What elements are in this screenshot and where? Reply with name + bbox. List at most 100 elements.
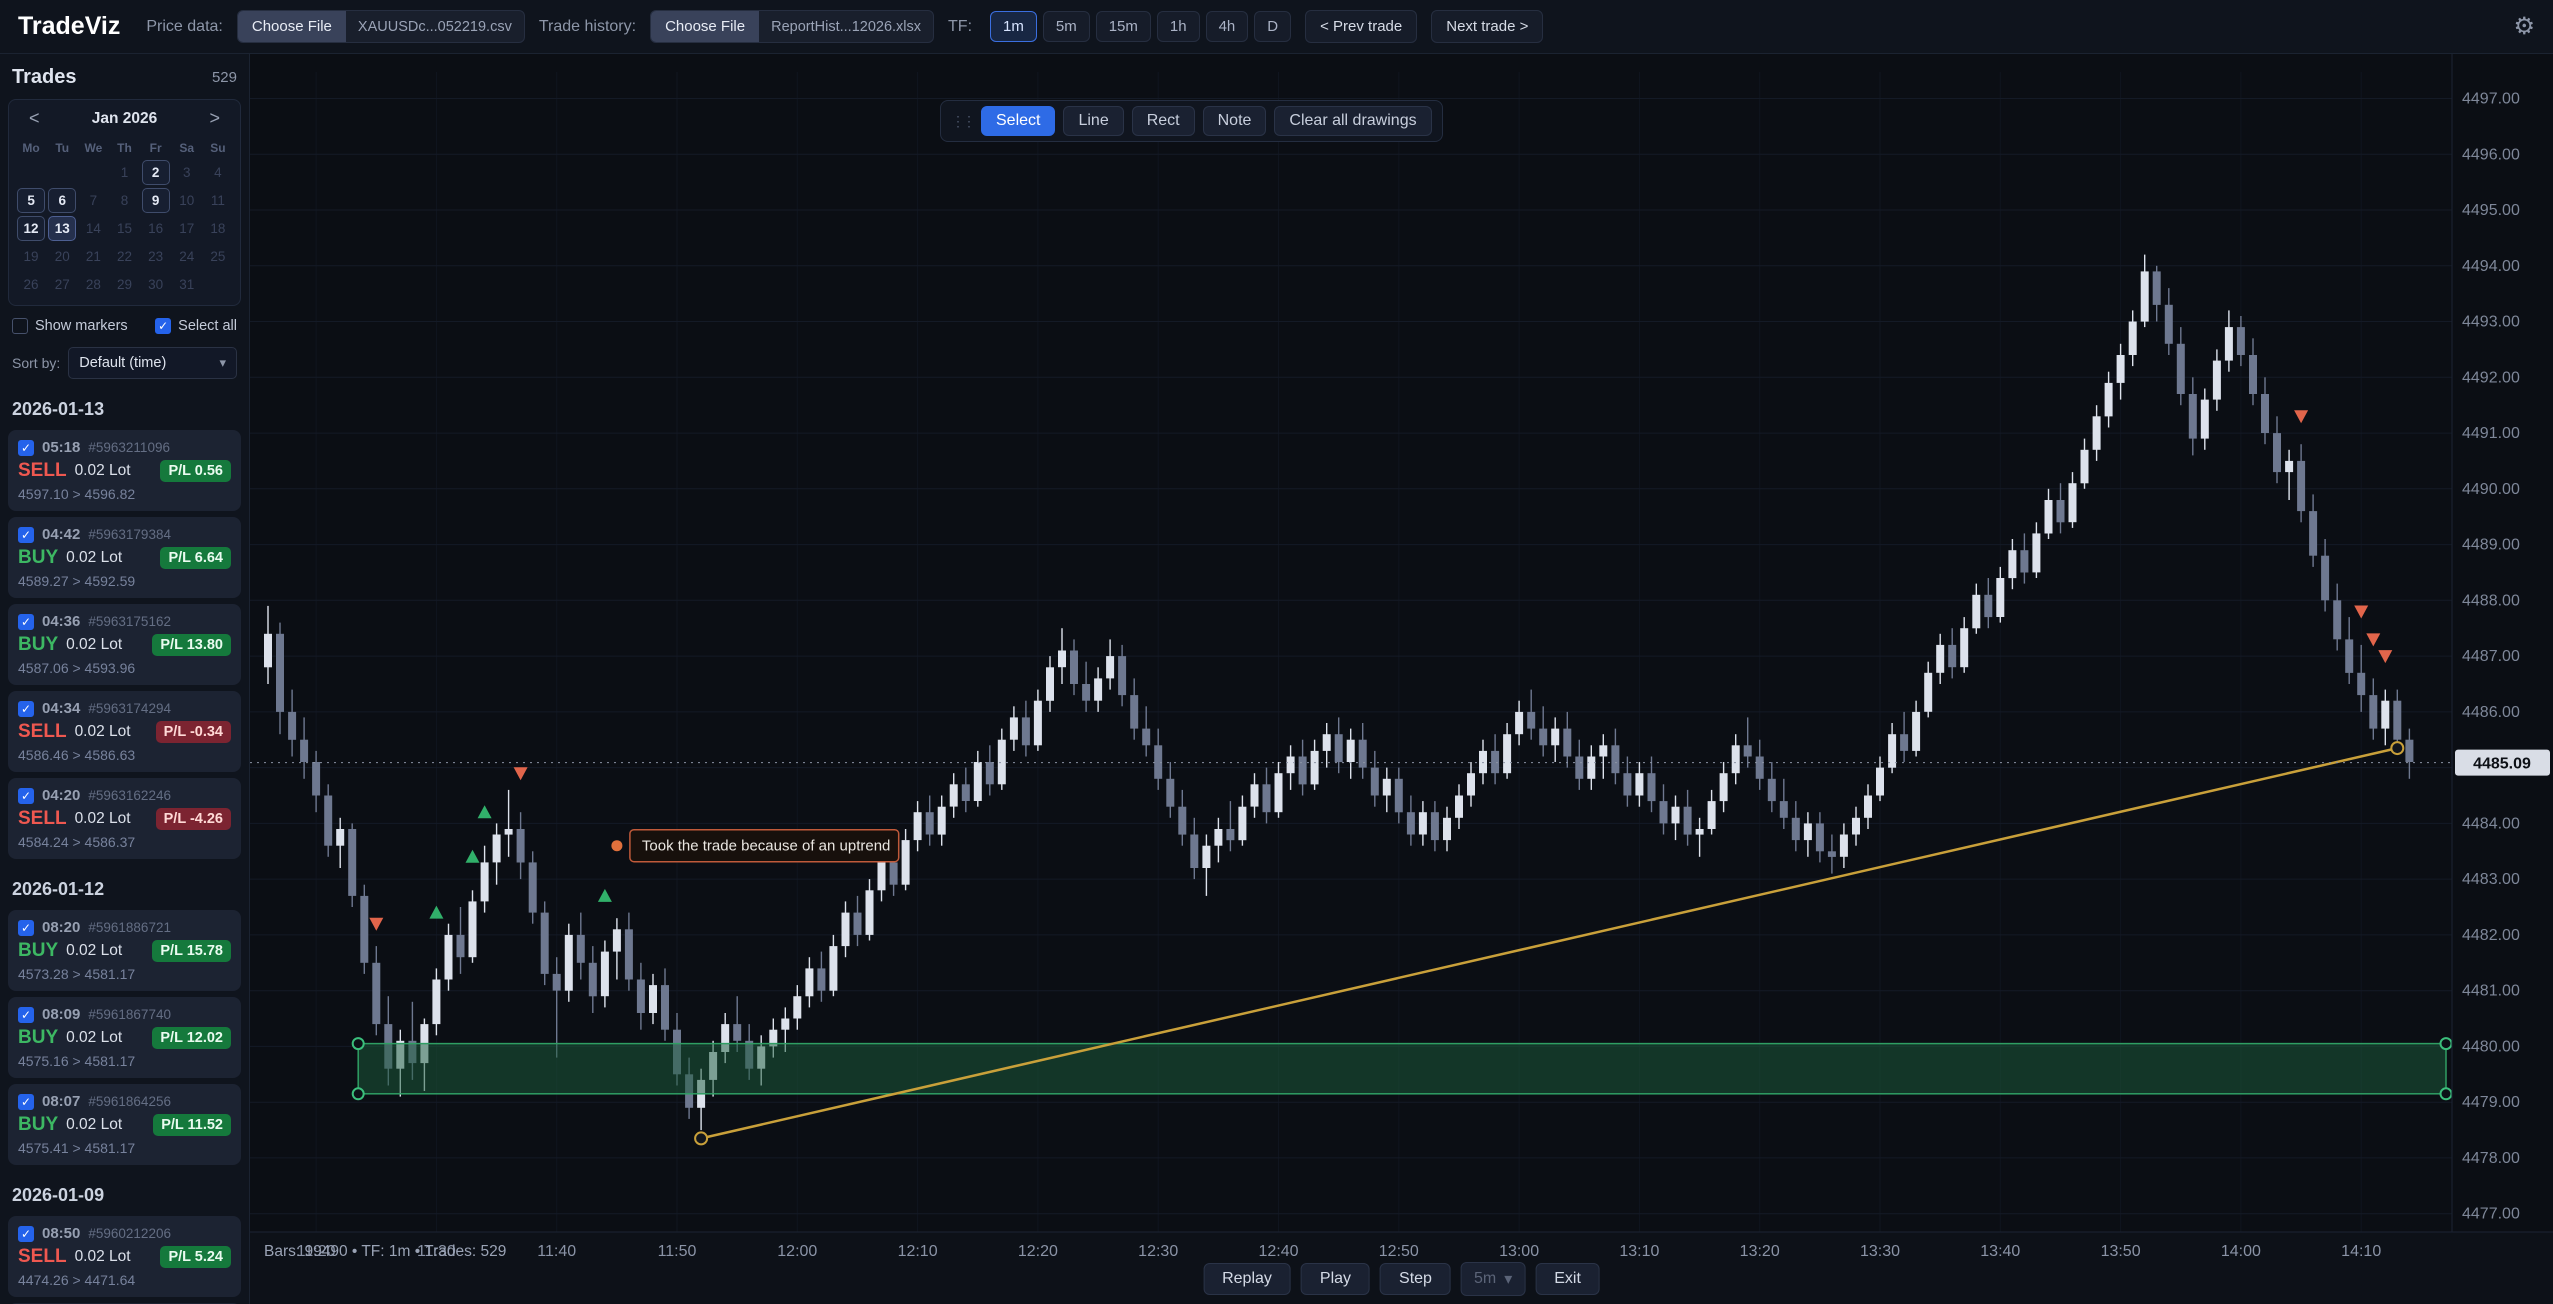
calendar-day[interactable]: 1 bbox=[120, 165, 129, 180]
select-all-checkbox[interactable] bbox=[155, 318, 172, 334]
tf-button-15m[interactable]: 15m bbox=[1095, 11, 1151, 42]
exit-button[interactable]: Exit bbox=[1535, 1263, 1600, 1295]
trade-card[interactable]: 04:34 #5963174294 SELL 0.02 Lot P/L -0.34 458… bbox=[8, 691, 241, 772]
price-data-file-input[interactable]: Choose File XAUUSDc...052219.csv bbox=[236, 10, 525, 43]
calendar-day[interactable]: 30 bbox=[148, 277, 164, 292]
price-chart[interactable]: 4477.00 4478.00 4479.00 4480.00 4481.00 4482.… bbox=[250, 54, 2553, 1304]
trade-card[interactable]: 04:20 #5963162246 SELL 0.02 Lot P/L -4.26 458… bbox=[8, 778, 241, 859]
calendar-day[interactable]: 21 bbox=[85, 249, 101, 264]
trade-price-range: 4573.28 > 4581.17 bbox=[18, 966, 136, 982]
calendar-day[interactable]: 24 bbox=[179, 249, 195, 264]
calendar-day[interactable]: 14 bbox=[85, 221, 101, 236]
calendar-day[interactable]: 31 bbox=[179, 277, 195, 292]
calendar-day[interactable]: 7 bbox=[89, 193, 98, 208]
select-all-toggle[interactable]: Select all bbox=[155, 318, 237, 334]
calendar-day[interactable]: 5 bbox=[17, 188, 46, 213]
replay-button[interactable]: Replay bbox=[1203, 1263, 1291, 1295]
speed-select[interactable]: 5m ▾ bbox=[1460, 1262, 1526, 1296]
calendar-day[interactable]: 27 bbox=[54, 277, 70, 292]
svg-text:11:50: 11:50 bbox=[658, 1243, 697, 1260]
tf-button-1m[interactable]: 1m bbox=[990, 11, 1037, 42]
calendar-weekday: Mo bbox=[22, 141, 40, 155]
tf-button-1h[interactable]: 1h bbox=[1156, 11, 1200, 42]
trade-checkbox[interactable] bbox=[18, 700, 34, 717]
tf-button-5m[interactable]: 5m bbox=[1042, 11, 1090, 42]
sort-select[interactable]: Default (time) ▾ bbox=[68, 347, 237, 379]
trade-price-range: 4575.41 > 4581.17 bbox=[18, 1140, 136, 1156]
svg-text:4489.00: 4489.00 bbox=[2462, 537, 2520, 554]
trade-card[interactable]: 04:42 #5963179384 BUY 0.02 Lot P/L 6.64 4589.… bbox=[8, 517, 241, 598]
tool-rect-button[interactable]: Rect bbox=[1131, 106, 1195, 136]
trade-card[interactable]: 08:07 #5961864256 BUY 0.02 Lot P/L 11.52 4575… bbox=[8, 1084, 241, 1165]
calendar-day[interactable]: 18 bbox=[210, 221, 226, 236]
calendar-day[interactable]: 11 bbox=[210, 193, 225, 208]
trade-checkbox[interactable] bbox=[18, 613, 34, 630]
svg-text:4481.00: 4481.00 bbox=[2462, 983, 2520, 1000]
calendar-day[interactable]: 15 bbox=[116, 221, 132, 236]
calendar-day[interactable]: 26 bbox=[23, 277, 39, 292]
trade-card[interactable]: 08:20 #5961886721 BUY 0.02 Lot P/L 15.78 4573… bbox=[8, 910, 241, 991]
calendar-weekdays: Mo Tu We Th Fr Sa Su bbox=[17, 139, 232, 157]
tool-note-button[interactable]: Note bbox=[1202, 106, 1267, 136]
trade-side: SELL bbox=[18, 1246, 67, 1267]
trade-checkbox[interactable] bbox=[18, 439, 34, 456]
speed-select-value: 5m bbox=[1473, 1270, 1497, 1287]
svg-text:4486.00: 4486.00 bbox=[2462, 704, 2520, 721]
trade-checkbox[interactable] bbox=[18, 919, 34, 936]
trade-card[interactable]: 08:50 #5960212206 SELL 0.02 Lot P/L 5.24 4474… bbox=[8, 1216, 241, 1297]
calendar-day[interactable]: 2 bbox=[141, 160, 170, 185]
next-trade-button[interactable]: Next trade > bbox=[1431, 10, 1544, 43]
clear-all-drawings-button[interactable]: Clear all drawings bbox=[1274, 106, 1432, 136]
play-button[interactable]: Play bbox=[1300, 1263, 1371, 1295]
trade-card[interactable]: 05:18 #5963211096 SELL 0.02 Lot P/L 0.56 4597… bbox=[8, 430, 241, 511]
prev-trade-button[interactable]: < Prev trade bbox=[1305, 10, 1418, 43]
trade-checkbox[interactable] bbox=[18, 1006, 34, 1023]
trade-date-header: 2026-01-13 bbox=[12, 399, 105, 419]
trade-history-choose-file-button[interactable]: Choose File bbox=[651, 11, 760, 42]
calendar-day[interactable]: 17 bbox=[179, 221, 195, 236]
calendar-day[interactable]: 8 bbox=[120, 193, 129, 208]
trade-time: 04:36 bbox=[42, 613, 81, 630]
trade-checkbox[interactable] bbox=[18, 526, 34, 543]
calendar-day[interactable]: 12 bbox=[17, 216, 46, 241]
trade-price-range: 4575.16 > 4581.17 bbox=[18, 1053, 136, 1069]
price-data-label: Price data: bbox=[146, 17, 223, 35]
calendar-day[interactable]: 9 bbox=[141, 188, 170, 213]
trade-card[interactable]: 08:09 #5961867740 BUY 0.02 Lot P/L 12.02 4575… bbox=[8, 997, 241, 1078]
tf-button-d[interactable]: D bbox=[1254, 11, 1292, 42]
price-data-choose-file-button[interactable]: Choose File bbox=[237, 11, 346, 42]
trade-pl-badge: P/L 5.24 bbox=[160, 1246, 231, 1268]
show-markers-checkbox[interactable] bbox=[12, 318, 28, 334]
tool-select-button[interactable]: Select bbox=[981, 106, 1056, 136]
trade-checkbox[interactable] bbox=[18, 1225, 34, 1242]
tf-button-4h[interactable]: 4h bbox=[1205, 11, 1249, 42]
trade-history-file-input[interactable]: Choose File ReportHist...12026.xlsx bbox=[650, 10, 935, 43]
step-button[interactable]: Step bbox=[1380, 1263, 1451, 1295]
trade-checkbox[interactable] bbox=[18, 787, 34, 804]
trade-pl-badge: P/L -4.26 bbox=[155, 808, 231, 830]
calendar-day[interactable]: 25 bbox=[210, 249, 226, 264]
trade-card[interactable]: 04:36 #5963175162 BUY 0.02 Lot P/L 13.80 4587… bbox=[8, 604, 241, 685]
calendar-day[interactable]: 20 bbox=[54, 249, 70, 264]
toolbar-drag-handle-icon[interactable]: ⋮⋮ bbox=[951, 112, 976, 129]
settings-gear-icon[interactable]: ⚙ bbox=[2513, 13, 2535, 40]
trade-checkbox[interactable] bbox=[18, 1093, 34, 1110]
calendar-day[interactable]: 23 bbox=[148, 249, 164, 264]
calendar-day[interactable]: 22 bbox=[116, 249, 132, 264]
calendar-prev-button[interactable]: < bbox=[21, 108, 48, 129]
calendar-day[interactable]: 10 bbox=[179, 193, 195, 208]
show-markers-toggle[interactable]: Show markers bbox=[12, 318, 128, 334]
trade-time: 08:07 bbox=[42, 1093, 81, 1110]
calendar-day[interactable]: 19 bbox=[23, 249, 39, 264]
calendar-next-button[interactable]: > bbox=[201, 108, 228, 129]
calendar-day[interactable]: 4 bbox=[214, 165, 222, 180]
trade-pl-badge: P/L -0.34 bbox=[155, 721, 231, 743]
calendar-day[interactable]: 28 bbox=[85, 277, 101, 292]
calendar-day[interactable]: 3 bbox=[183, 165, 191, 180]
calendar-day[interactable]: 13 bbox=[48, 216, 77, 241]
calendar-day[interactable]: 6 bbox=[48, 188, 77, 213]
svg-text:14:10: 14:10 bbox=[2341, 1243, 2381, 1260]
tool-line-button[interactable]: Line bbox=[1063, 106, 1124, 136]
calendar-day[interactable]: 29 bbox=[116, 277, 132, 292]
calendar-day[interactable]: 16 bbox=[148, 221, 164, 236]
